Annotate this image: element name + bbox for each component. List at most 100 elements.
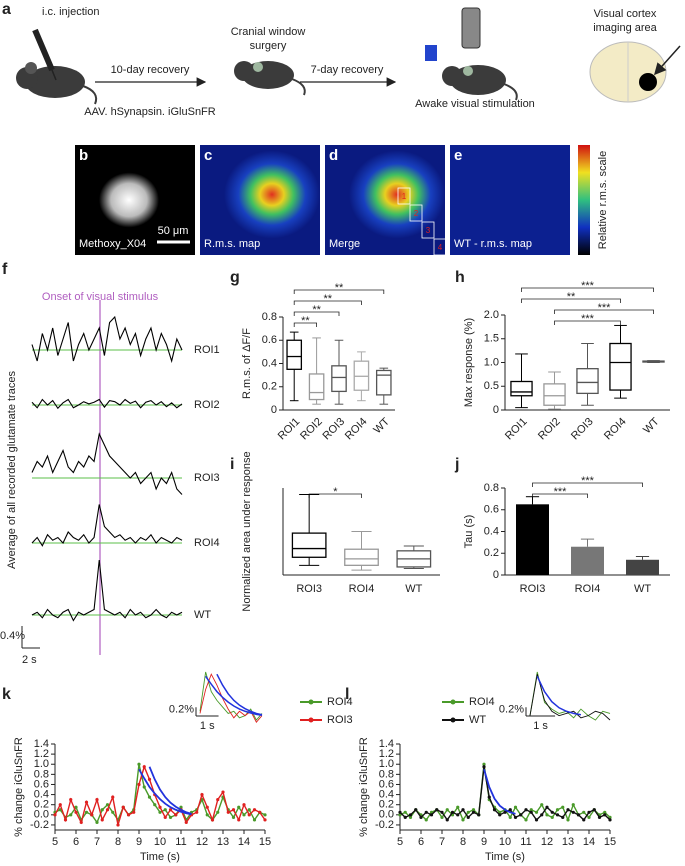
point [100,818,104,822]
point [608,818,612,822]
x-tick-label: 8 [115,836,121,848]
roi [409,204,423,222]
scale-label: 50 μm [158,225,189,237]
point [147,777,152,782]
point [524,808,528,812]
box [344,548,379,566]
series-label: ROI2 [194,399,220,411]
label: 7-day recovery [311,64,384,76]
image [200,145,320,255]
point [263,813,267,817]
box [576,368,599,395]
point [550,815,554,819]
significance-bracket [293,311,340,316]
point [158,810,162,814]
point [153,803,157,807]
y-tick-label: -0.2 [30,819,49,831]
point [597,815,602,819]
point [137,762,141,766]
y-tick-label: 0.4 [262,357,277,369]
point [603,813,607,817]
point [216,798,220,802]
inset-xbar-label: 1 s [533,720,548,732]
point [126,813,131,817]
point [231,815,236,819]
trace [31,315,183,364]
point [461,818,465,822]
series-label: ROI3 [194,472,220,484]
x-tick-label: WT [405,583,422,595]
point [482,765,486,769]
significance-label: ** [301,315,310,327]
point [408,813,413,817]
x-tick-label: 7 [94,836,100,848]
significance-bracket [293,322,317,327]
x-axis-label: Time (s) [485,851,525,863]
y-tick-label: 0.8 [262,311,277,323]
point [221,790,225,794]
x-tick-label: ROI4 [575,583,601,595]
point [403,810,407,814]
x-tick-label: 13 [217,836,229,848]
significance-label: *** [581,313,595,325]
point [179,805,183,809]
point [74,805,78,809]
y-tick-label: 0.6 [484,504,499,516]
x-tick-label: 6 [73,836,79,848]
y-tick-label: 0.4 [34,788,49,800]
point [534,810,539,814]
point [414,808,418,812]
roi-label: 2 [414,209,419,218]
y-tick-label: 0.6 [379,778,394,790]
label: Visual cortex [594,8,657,20]
x-tick-label: 14 [583,836,595,848]
label: 10-day recovery [111,64,190,76]
point [440,815,444,819]
screen [425,45,437,61]
series-label: ROI1 [194,344,220,356]
point [247,813,251,817]
roi [421,221,435,239]
inset-xbar-label: 1 s [200,720,215,732]
point [466,815,470,819]
point [440,810,444,814]
x-tick-label: ROI1 [276,416,303,443]
arrow [654,45,681,76]
point [403,815,407,819]
x-tick-label: ROI2 [298,416,325,443]
x-tick-label: ROI1 [503,416,530,443]
y-tick-label: 0.0 [379,809,394,821]
bar [626,559,659,575]
x-tick-label: 10 [499,836,511,848]
x-tick-label: ROI2 [536,416,563,443]
point [111,795,115,799]
caption: Merge [329,238,360,250]
x-tick-label: ROI3 [321,416,348,443]
y-tick-label: 0.5 [484,380,499,392]
colorbar-label: Relative r.m.s. scale [597,151,609,249]
point [540,813,544,817]
microscope [461,7,481,49]
box [609,342,632,391]
significance-label: *** [581,280,595,292]
y-tick-label: 0.0 [34,809,49,821]
x-tick-label: 5 [52,836,58,848]
point [105,803,110,807]
point [53,813,57,817]
point [508,815,512,819]
point [513,805,518,809]
point [477,813,481,817]
label: surgery [250,40,287,52]
significance-label: *** [598,302,612,314]
panel-label: h [455,269,465,286]
y-tick-label: 1.4 [34,738,49,750]
significance-label: ** [312,304,321,316]
point [566,818,570,822]
point [513,815,518,819]
x-tick-label: 13 [562,836,574,848]
time-label: 2 s [22,654,37,666]
point [163,808,167,812]
significance-bracket [554,320,621,325]
point [498,813,502,817]
roi-label: 1 [402,192,407,201]
